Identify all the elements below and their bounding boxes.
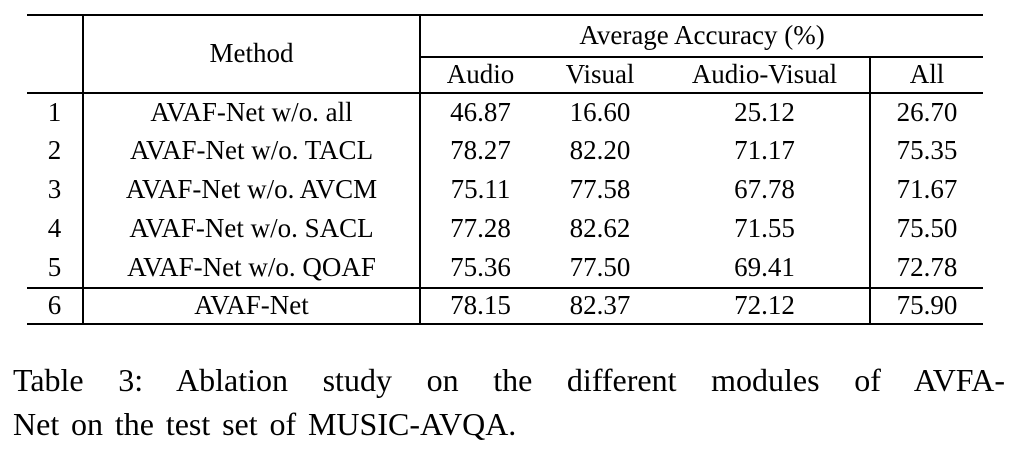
table-row: 4 AVAF-Net w/o. SACL 77.28 82.62 71.55 7…: [27, 209, 984, 249]
method-column-header: Method: [83, 15, 421, 94]
visual-accuracy-cell: 77.58: [569, 174, 631, 205]
all-accuracy-cell: 75.90: [868, 286, 984, 324]
caption-line-1: Table 3: Ablation study on the different…: [13, 362, 1005, 398]
method-cell: AVAF-Net: [83, 286, 421, 324]
visual-accuracy-cell: 82.37: [540, 286, 660, 324]
ablation-results-table: Method Average Accuracy (%) Audio Visual…: [27, 14, 984, 325]
all-column-header: All: [868, 57, 984, 94]
subheader-row: Audio Visual Audio-Visual All: [27, 57, 984, 94]
row-number: 1: [27, 92, 84, 132]
all-accuracy-cell: 75.50: [868, 209, 984, 249]
all-accuracy-cell: 26.70: [868, 92, 984, 132]
visual-accuracy-cell: 82.20: [569, 135, 631, 166]
row-number: 2: [27, 131, 84, 171]
method-cell: AVAF-Net w/o. AVCM: [83, 170, 421, 210]
table-row: 2 AVAF-Net w/o. TACL 78.27 82.20 71.17 7…: [27, 131, 984, 171]
table-row: 5 AVAF-Net w/o. QOAF 75.36 77.50 69.41 7…: [27, 248, 984, 288]
row-number: 5: [27, 248, 84, 288]
audio-accuracy-cell: 78.15: [420, 286, 540, 324]
table-caption: Table 3: Ablation study on the different…: [13, 358, 1005, 446]
table-row: 1 AVAF-Net w/o. all 46.87 16.60 25.12 26…: [27, 92, 984, 132]
table-row-final: 6 AVAF-Net 78.15 82.37 72.12 75.90: [27, 286, 984, 324]
method-cell: AVAF-Net w/o. SACL: [83, 209, 421, 249]
audio-accuracy-cell: 75.36: [450, 251, 511, 282]
audio-accuracy-cell: 46.87: [450, 96, 511, 127]
method-cell: AVAF-Net w/o. QOAF: [83, 248, 421, 288]
all-accuracy-cell: 72.78: [868, 248, 984, 288]
visual-accuracy-cell: 77.50: [569, 251, 631, 282]
all-accuracy-cell: 71.67: [868, 170, 984, 210]
audio-accuracy-cell: 75.11: [450, 174, 511, 205]
row-index-header: [27, 15, 84, 94]
audio-visual-column-header: Audio-Visual: [660, 57, 870, 94]
visual-accuracy-cell: 16.60: [569, 96, 631, 127]
audio-visual-accuracy-cell: 69.41: [734, 251, 795, 282]
average-accuracy-group-header: Average Accuracy (%): [420, 15, 984, 58]
row-number: 6: [27, 286, 84, 324]
row-number: 3: [27, 170, 84, 210]
all-accuracy-cell: 75.35: [868, 131, 984, 171]
method-cell: AVAF-Net w/o. TACL: [83, 131, 421, 171]
audio-accuracy-cell: 77.28: [450, 213, 511, 244]
audio-visual-accuracy-cell: 71.55: [734, 213, 795, 244]
method-cell: AVAF-Net w/o. all: [83, 92, 421, 132]
audio-visual-accuracy-cell: 67.78: [734, 174, 795, 205]
table-row: 3 AVAF-Net w/o. AVCM 75.11 77.58 67.78 7…: [27, 170, 984, 210]
audio-accuracy-cell: 78.27: [450, 135, 511, 166]
audio-visual-accuracy-cell: 25.12: [734, 96, 795, 127]
audio-visual-accuracy-cell: 71.17: [734, 135, 795, 166]
group-header-row: Method Average Accuracy (%): [27, 15, 984, 94]
caption-line-2: Net on the test set of MUSIC-AVQA.: [13, 406, 517, 442]
visual-accuracy-cell: 82.62: [569, 213, 631, 244]
audio-visual-accuracy-cell: 72.12: [660, 286, 870, 324]
row-number: 4: [27, 209, 84, 249]
visual-column-header: Visual: [540, 57, 660, 94]
audio-column-header: Audio: [420, 57, 540, 94]
